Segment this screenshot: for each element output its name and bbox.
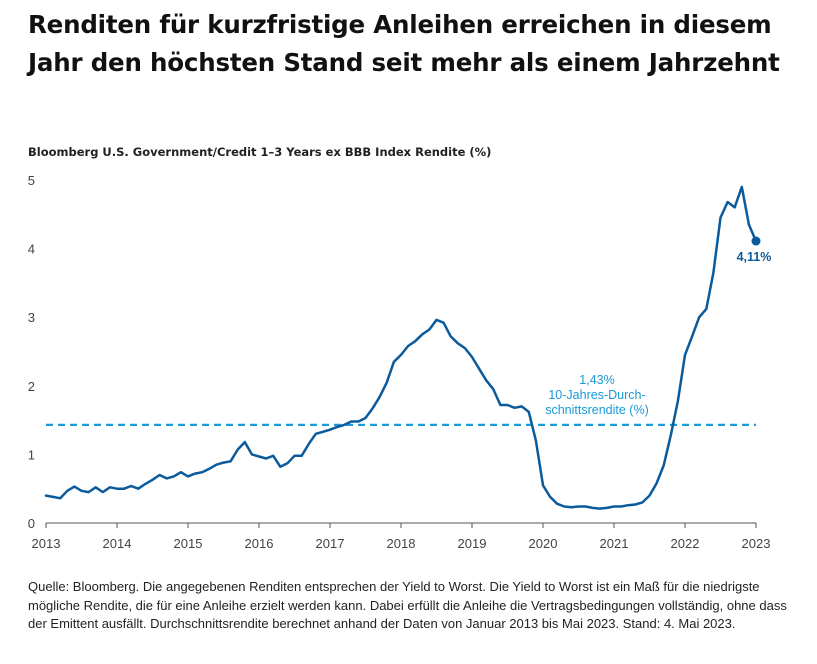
average-label-line: schnittsrendite (%) <box>545 403 649 417</box>
x-tick-label: 2016 <box>245 536 274 551</box>
x-tick-label: 2020 <box>529 536 558 551</box>
y-tick-label: 3 <box>28 310 35 325</box>
x-tick-label: 2018 <box>387 536 416 551</box>
y-tick-label: 0 <box>28 516 35 531</box>
average-label: 1,43%10-Jahres-Durch-schnittsrendite (%) <box>545 373 649 417</box>
yield-series-line <box>44 185 758 510</box>
x-tick-label: 2017 <box>316 536 345 551</box>
x-tick-label: 2014 <box>103 536 132 551</box>
average-label-line: 1,43% <box>579 373 614 387</box>
end-point-label: 4,11% <box>737 250 772 264</box>
chart-subtitle: Bloomberg U.S. Government/Credit 1–3 Yea… <box>28 145 492 159</box>
end-point-marker <box>751 236 761 246</box>
y-tick-label: 5 <box>28 173 35 188</box>
y-tick-label: 2 <box>28 379 35 394</box>
x-axis: 2013 2014 2015 2016 2017 2018 2019 2020 2021 2022… <box>32 522 771 551</box>
average-label-line: 10-Jahres-Durch- <box>548 388 645 402</box>
x-tick-label: 2013 <box>32 536 61 551</box>
x-tick-label: 2022 <box>671 536 700 551</box>
y-axis: 0 1 2 3 4 5 <box>28 173 35 531</box>
y-tick-label: 1 <box>28 447 35 462</box>
y-tick-label: 4 <box>28 242 35 257</box>
x-tick-label: 2019 <box>458 536 487 551</box>
x-tick-label: 2023 <box>742 536 771 551</box>
x-tick-label: 2015 <box>174 536 203 551</box>
source-note: Quelle: Bloomberg. Die angegebenen Rendi… <box>28 579 787 631</box>
x-tick-label: 2021 <box>600 536 629 551</box>
chart-title: Renditen für kurzfristige Anleihen errei… <box>28 10 780 77</box>
